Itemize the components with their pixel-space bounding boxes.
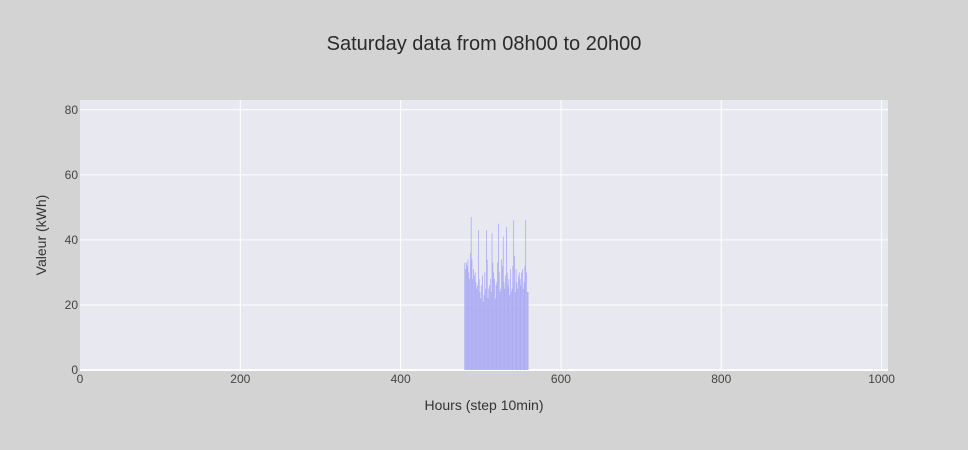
bar[interactable]: [487, 298, 489, 370]
bar[interactable]: [467, 259, 469, 370]
bar[interactable]: [498, 272, 500, 370]
bar[interactable]: [521, 272, 523, 370]
bar[interactable]: [500, 288, 502, 370]
bar[interactable]: [508, 278, 510, 370]
bar[interactable]: [465, 262, 467, 370]
bar[interactable]: [513, 220, 515, 370]
bar[interactable]: [520, 285, 522, 370]
bar[interactable]: [464, 262, 466, 370]
bar[interactable]: [503, 282, 505, 370]
x-axis-title: Hours (step 10min): [424, 397, 543, 413]
bar[interactable]: [482, 301, 484, 370]
x-axis-ticks: 0 200 400 600 800 1000: [77, 372, 896, 386]
bar[interactable]: [488, 288, 490, 370]
bar[interactable]: [498, 223, 499, 370]
bar[interactable]: [477, 285, 478, 370]
bar[interactable]: [471, 259, 473, 370]
bar[interactable]: [526, 272, 527, 370]
bars: [464, 217, 529, 370]
bar[interactable]: [492, 262, 494, 370]
y-tick-label: 60: [65, 168, 79, 182]
bar[interactable]: [486, 230, 487, 370]
bar[interactable]: [476, 288, 478, 370]
bar[interactable]: [493, 272, 494, 370]
bar[interactable]: [472, 278, 474, 370]
bar[interactable]: [494, 298, 496, 370]
bar[interactable]: [502, 236, 504, 370]
bar[interactable]: [469, 252, 471, 370]
bar[interactable]: [481, 285, 482, 370]
bar[interactable]: [505, 275, 507, 370]
bar[interactable]: [512, 265, 514, 370]
bar[interactable]: [514, 291, 516, 370]
bar[interactable]: [519, 278, 521, 370]
bar[interactable]: [522, 269, 523, 370]
bar[interactable]: [523, 282, 525, 370]
bar[interactable]: [510, 291, 512, 370]
bar[interactable]: [524, 265, 526, 370]
bar[interactable]: [514, 256, 515, 370]
bar[interactable]: [506, 226, 507, 370]
bar[interactable]: [506, 272, 508, 370]
bar[interactable]: [501, 259, 503, 370]
bar[interactable]: [474, 272, 476, 370]
bar[interactable]: [522, 288, 524, 370]
bar[interactable]: [489, 285, 490, 370]
bar[interactable]: [474, 275, 475, 370]
bar[interactable]: [470, 217, 472, 370]
bar[interactable]: [510, 269, 511, 370]
y-tick-label: 20: [65, 298, 79, 312]
bar[interactable]: [515, 269, 517, 370]
bar[interactable]: [525, 220, 527, 370]
bar[interactable]: [490, 278, 491, 370]
bar[interactable]: [518, 272, 520, 370]
bar[interactable]: [496, 282, 498, 370]
bar[interactable]: [526, 291, 528, 370]
bar[interactable]: [486, 259, 488, 370]
y-axis-ticks: 0 20 40 60 80: [65, 103, 79, 377]
bar[interactable]: [502, 265, 503, 370]
bar[interactable]: [468, 272, 470, 370]
bar[interactable]: [480, 298, 482, 370]
x-tick-label: 0: [77, 372, 84, 386]
x-tick-label: 1000: [868, 372, 895, 386]
bar[interactable]: [490, 291, 492, 370]
bar[interactable]: [484, 272, 486, 370]
bar[interactable]: [518, 275, 519, 370]
y-tick-label: 80: [65, 103, 79, 117]
bar[interactable]: [495, 285, 497, 370]
bar[interactable]: [465, 269, 466, 370]
y-tick-label: 40: [65, 233, 79, 247]
bar[interactable]: [475, 282, 477, 370]
bar[interactable]: [483, 295, 485, 370]
y-tick-label: 0: [71, 363, 78, 377]
bar[interactable]: [473, 269, 474, 370]
bar[interactable]: [478, 230, 479, 370]
bar[interactable]: [478, 278, 480, 370]
bar[interactable]: [497, 262, 499, 370]
bar[interactable]: [517, 288, 519, 370]
y-axis-title: Valeur (kWh): [33, 195, 49, 276]
x-tick-label: 600: [551, 372, 571, 386]
bar[interactable]: [491, 233, 493, 370]
bar[interactable]: [485, 288, 486, 370]
bar[interactable]: [494, 278, 495, 370]
bar[interactable]: [466, 265, 468, 370]
bar[interactable]: [482, 275, 483, 370]
bar[interactable]: [527, 291, 529, 370]
bar[interactable]: [507, 285, 509, 370]
bar[interactable]: [499, 291, 501, 370]
bar[interactable]: [504, 288, 506, 370]
chart-title: Saturday data from 08h00 to 20h00: [327, 33, 642, 55]
bar[interactable]: [509, 295, 511, 370]
bar[interactable]: [479, 291, 481, 370]
x-tick-label: 200: [230, 372, 250, 386]
bar[interactable]: [516, 282, 518, 370]
x-tick-label: 400: [391, 372, 411, 386]
x-tick-label: 800: [711, 372, 731, 386]
bar[interactable]: [469, 278, 470, 370]
bar[interactable]: [511, 288, 513, 370]
